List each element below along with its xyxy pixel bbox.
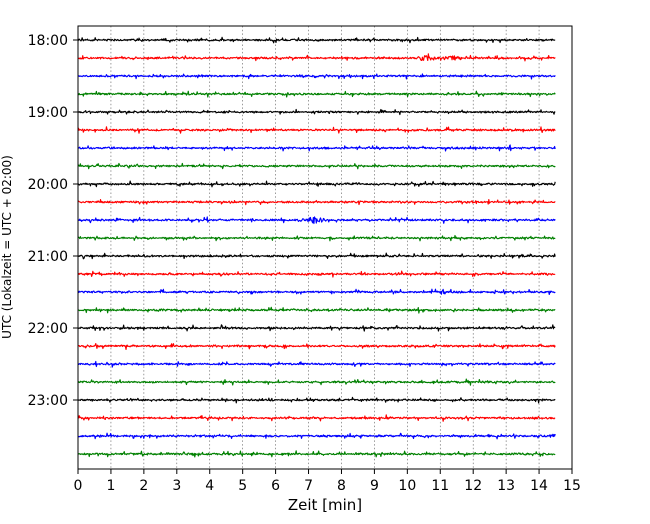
x-tick-label: 11 [431,478,449,494]
y-tick-label: 21:00 [28,249,68,265]
x-tick-label: 13 [497,478,515,494]
trace-line [77,342,556,350]
trace-line [77,270,556,278]
trace-line [77,180,556,188]
y-tick-label: 20:00 [28,177,68,193]
trace-line [77,36,556,44]
trace-line [77,288,556,296]
x-tick-label: 3 [172,478,181,494]
y-tick-label: 22:00 [28,321,68,337]
trace-line [77,252,556,260]
x-tick-label: 15 [563,478,581,494]
axis-layer: 0 1 2 3 4 5 6 7 8 9 10 11 12 13 14 1518:0019:0020:0021:… [28,25,581,494]
x-tick-label: 4 [205,478,214,494]
trace-line [77,396,556,404]
trace-line [77,53,556,62]
plot-frame [77,25,573,470]
x-tick-label: 7 [304,478,313,494]
x-tick-label: 0 [74,478,83,494]
trace-line [77,73,556,80]
x-tick-label: 12 [464,478,482,494]
y-tick-label: 18:00 [28,33,68,49]
y-axis-label: UTC (Lokalzeit = UTC + 02:00) [0,155,14,339]
trace-line [77,234,556,242]
trace-line [77,144,556,152]
y-tick-label: 19:00 [28,105,68,121]
trace-line [77,108,556,116]
y-tick-label: 23:00 [28,393,68,409]
trace-line [77,216,556,225]
x-tick-label: 9 [370,478,379,494]
trace-line [77,126,556,134]
x-tick-label: 1 [106,478,115,494]
trace-line [77,324,556,332]
x-tick-label: 8 [337,478,346,494]
x-tick-label: 6 [271,478,280,494]
trace-line [77,199,556,206]
x-tick-label: 14 [530,478,548,494]
trace-layer [77,36,556,458]
trace-line [77,360,556,368]
trace-line [77,90,556,98]
x-tick-label: 5 [238,478,247,494]
x-tick-label: 10 [398,478,416,494]
trace-line [77,450,556,458]
x-tick-label: 2 [139,478,148,494]
x-axis-label: Zeit [min] [288,496,362,514]
trace-line [77,162,556,170]
trace-line [77,432,556,440]
grid-layer [77,26,573,469]
trace-line [77,414,556,422]
trace-line [77,306,556,314]
trace-line [77,378,556,386]
